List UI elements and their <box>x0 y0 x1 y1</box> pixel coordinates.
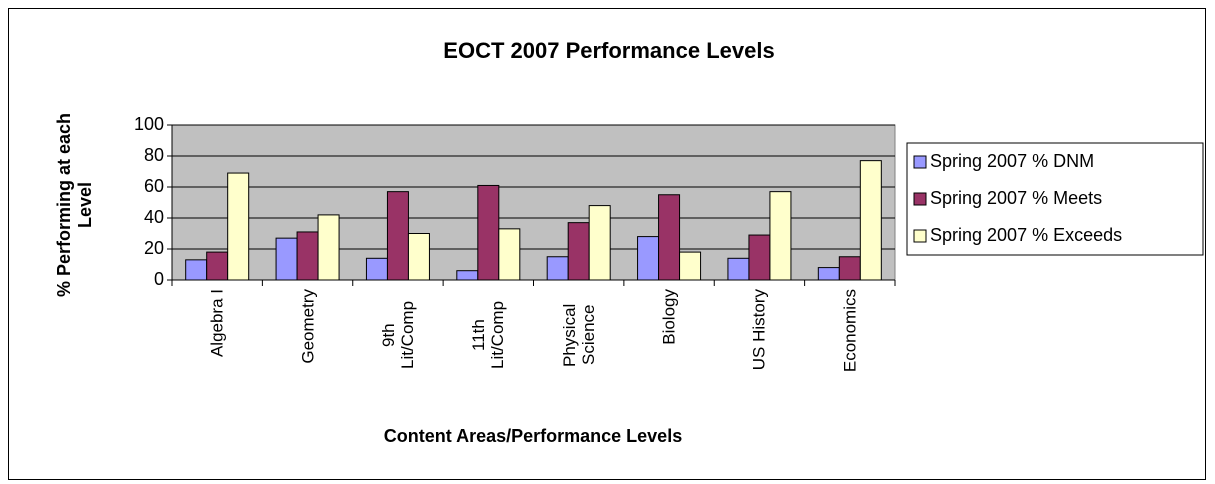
bar <box>498 228 521 281</box>
legend-label: Spring 2007 % Exceeds <box>930 225 1122 245</box>
x-axis-title: Content Areas/Performance Levels <box>384 426 682 446</box>
x-tick-label: Economics <box>840 289 860 373</box>
bar <box>317 214 340 281</box>
bar <box>386 191 409 281</box>
bar <box>637 236 660 281</box>
bar <box>769 191 792 281</box>
legend-box <box>906 142 1204 256</box>
bar <box>365 257 388 281</box>
chart-title: EOCT 2007 Performance Levels <box>443 38 774 63</box>
bar <box>296 231 319 281</box>
legend-swatch <box>913 229 927 243</box>
bar <box>407 233 430 281</box>
x-tick-label: 11th Lit/Comp <box>469 300 508 370</box>
x-tick-label: Physical Science <box>559 303 598 367</box>
bar <box>679 251 702 281</box>
legend-swatch <box>913 155 927 169</box>
y-tick-label: 20 <box>144 238 164 258</box>
x-tick-label: Geometry <box>298 289 318 364</box>
bar <box>546 256 569 281</box>
y-tick-label: 80 <box>144 145 164 165</box>
bar <box>658 194 681 281</box>
y-tick-label: 100 <box>134 114 164 134</box>
x-tick-label: US History <box>749 289 769 371</box>
bar <box>567 222 590 281</box>
bar <box>817 267 840 281</box>
bar <box>838 256 861 281</box>
bar <box>477 184 500 281</box>
legend-label: Spring 2007 % DNM <box>930 151 1094 171</box>
y-axis-title: % Performing at each Level <box>54 112 95 298</box>
legend-swatch <box>913 192 927 206</box>
legend-label: Spring 2007 % Meets <box>930 188 1102 208</box>
x-tick-label: 9th Lit/Comp <box>378 300 417 370</box>
y-tick-label: 60 <box>144 176 164 196</box>
bar <box>859 160 882 281</box>
bar <box>748 234 771 281</box>
bar <box>275 237 298 281</box>
bar <box>227 172 250 281</box>
bar <box>206 251 229 281</box>
y-tick-label: 0 <box>154 269 164 289</box>
y-tick-label: 40 <box>144 207 164 227</box>
bar <box>456 270 479 281</box>
bar <box>185 259 208 281</box>
bar <box>727 257 750 281</box>
x-tick-label: Algebra I <box>207 289 227 358</box>
bar <box>588 205 611 281</box>
x-tick-label: Biology <box>659 289 679 345</box>
